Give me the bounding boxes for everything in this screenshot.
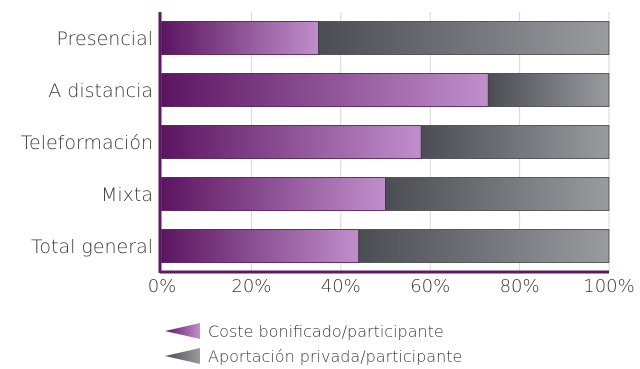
bar-coste-bonificado [161, 125, 422, 159]
bars [161, 21, 610, 263]
bar-coste-bonificado [161, 21, 319, 55]
category-labels: Presencial A distancia Teleformación Mixta T… [21, 28, 153, 258]
legend-swatch [165, 323, 200, 339]
bar-coste-bonificado [161, 73, 489, 107]
bar-aportacion-privada [318, 21, 610, 55]
x-tick-label: 80% [500, 276, 540, 297]
bar-aportacion-privada [487, 73, 610, 107]
category-label: Presencial [57, 28, 153, 50]
bar-coste-bonificado [161, 229, 360, 263]
tick-labels: 0% 20% 40% 60% 80% 100% [148, 276, 635, 297]
legend-label: Coste bonificado/participante [208, 322, 444, 341]
x-tick-label: 100% [583, 276, 634, 297]
x-tick-label: 60% [410, 276, 450, 297]
x-tick-label: 0% [148, 276, 177, 297]
x-tick-label: 20% [231, 276, 271, 297]
category-label: Mixta [101, 184, 153, 206]
x-tick-label: 40% [321, 276, 361, 297]
bar-aportacion-privada [420, 125, 610, 159]
legend-swatch [165, 348, 200, 364]
bar-aportacion-privada [358, 229, 610, 263]
bar-aportacion-privada [385, 177, 610, 211]
axes [158, 12, 609, 274]
category-label: A distancia [48, 80, 153, 102]
bar-coste-bonificado [161, 177, 386, 211]
legend: Coste bonificado/participante Aportación … [165, 322, 462, 366]
category-label: Total general [31, 236, 153, 258]
legend-label: Aportación privada/participante [208, 347, 462, 366]
category-label: Teleformación [21, 132, 153, 154]
